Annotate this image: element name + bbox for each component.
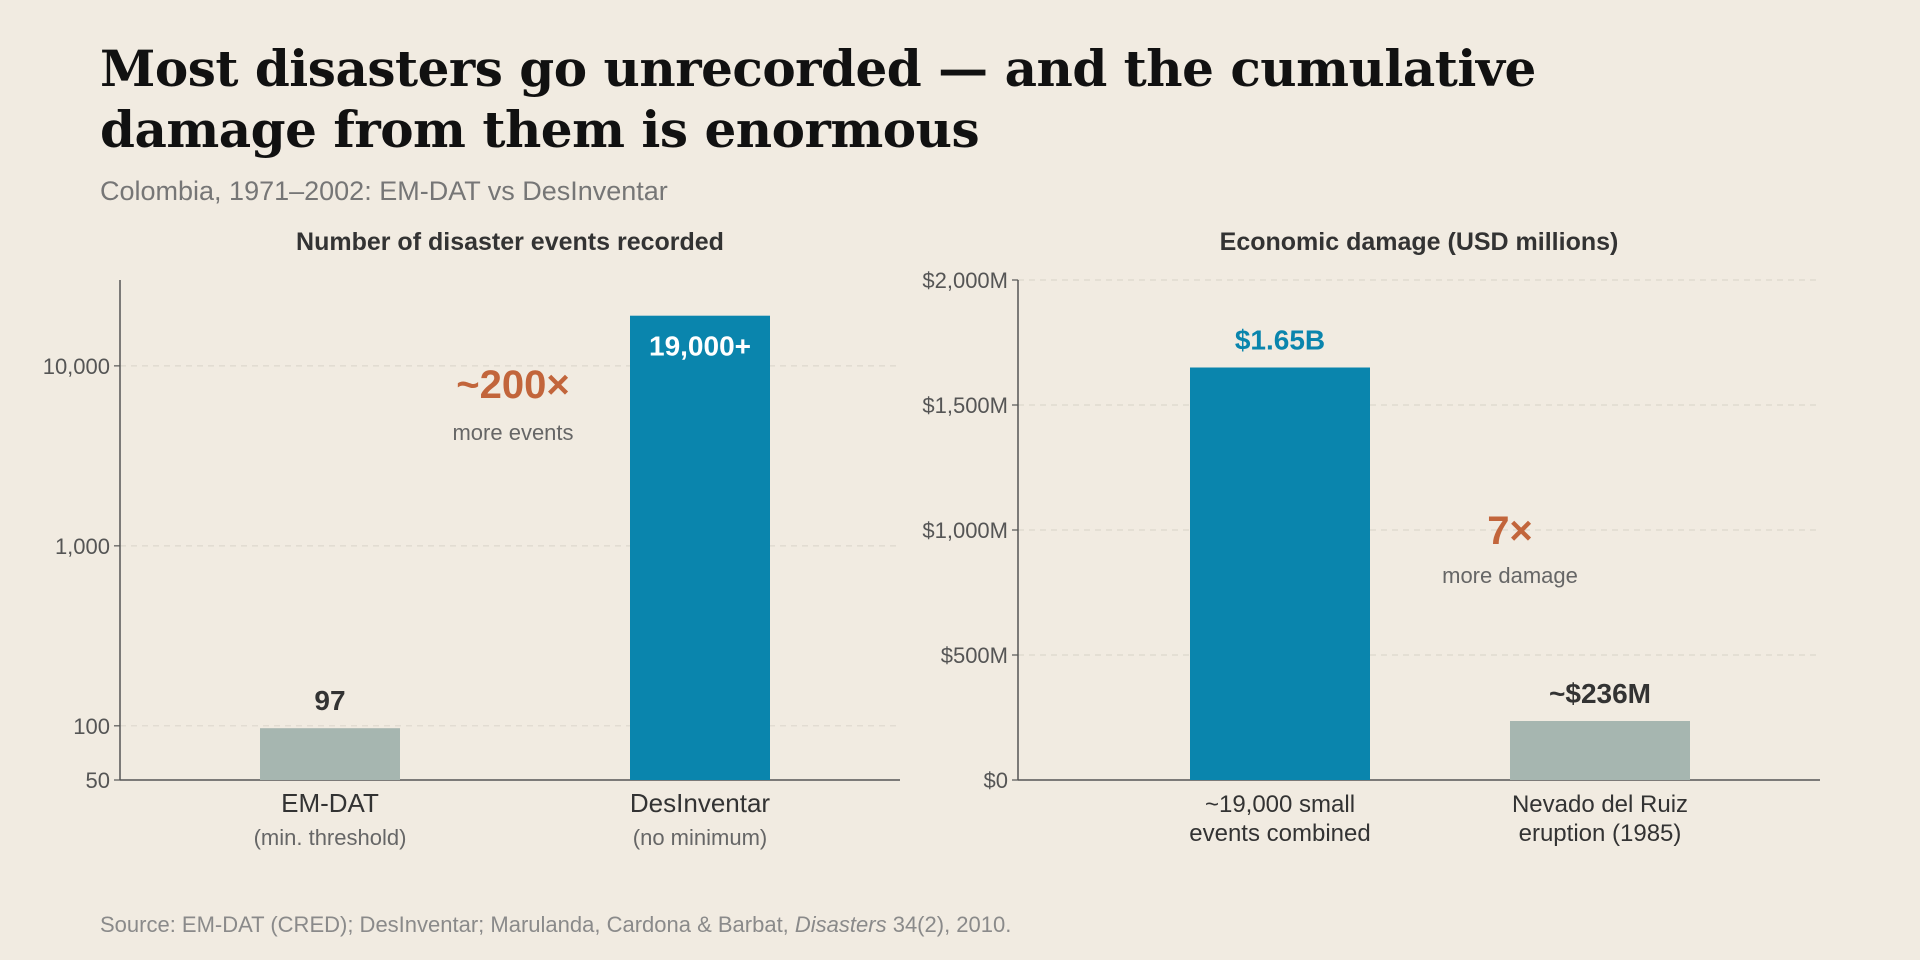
bar-value-label: ~$236M xyxy=(1549,678,1651,709)
damage-gridlines xyxy=(1018,279,1820,656)
y-tick-label: $2,000M xyxy=(922,268,1008,293)
bar-value-label: $1.65B xyxy=(1235,325,1325,356)
damage-y-ticks: $0 $500M $1,000M $1,500M $2,000M xyxy=(922,268,1018,793)
damage-category-label-line1: ~19,000 small xyxy=(1205,791,1355,818)
events-chart: Number of disaster events recorded 50 100… xyxy=(43,228,900,850)
bar-value-label: 19,000+ xyxy=(649,331,751,362)
page-title: Most disasters go unrecorded — and the c… xyxy=(100,38,1700,160)
events-category-label: DesInventar xyxy=(630,788,771,818)
page-subtitle: Colombia, 1971–2002: EM-DAT vs DesInvent… xyxy=(100,176,668,206)
source-suffix: 34(2), 2010. xyxy=(886,912,1012,937)
events-category-sublabel: (min. threshold) xyxy=(254,825,407,850)
events-bars: 97 19,000+ xyxy=(260,315,770,780)
damage-category-label-line1: Nevado del Ruiz xyxy=(1512,791,1688,818)
events-category-label: EM-DAT xyxy=(281,788,379,818)
bar xyxy=(1510,721,1690,780)
y-tick-label: 100 xyxy=(73,714,110,739)
y-tick-label: 10,000 xyxy=(43,354,110,379)
bar xyxy=(630,315,770,780)
source-prefix: Source: EM-DAT (CRED); DesInventar; Maru… xyxy=(100,912,795,937)
y-tick-label: 50 xyxy=(86,768,110,793)
events-multiplier-subtext: more events xyxy=(452,420,573,445)
damage-multiplier-subtext: more damage xyxy=(1442,563,1578,588)
damage-chart-title: Economic damage (USD millions) xyxy=(1220,228,1619,256)
events-category-sublabel: (no minimum) xyxy=(633,825,767,850)
y-tick-label: 1,000 xyxy=(55,534,110,559)
damage-bars: $1.65B ~$236M xyxy=(1190,325,1690,780)
bar xyxy=(260,728,400,780)
bar-value-label: 97 xyxy=(314,685,345,716)
events-multiplier-annotation: ~200× xyxy=(456,363,569,407)
damage-chart: Economic damage (USD millions) $0 $500M $1… xyxy=(922,228,1820,847)
damage-multiplier-annotation: 7× xyxy=(1487,509,1533,553)
bar xyxy=(1190,367,1370,780)
damage-category-label-line2: eruption (1985) xyxy=(1519,820,1682,847)
source-journal: Disasters xyxy=(794,912,887,937)
events-chart-title: Number of disaster events recorded xyxy=(296,228,724,256)
y-tick-label: $0 xyxy=(984,768,1008,793)
damage-category-label-line2: events combined xyxy=(1189,820,1370,847)
title-line-2: damage from them is enormous xyxy=(100,100,980,159)
y-tick-label: $1,500M xyxy=(922,393,1008,418)
y-tick-label: $500M xyxy=(941,643,1008,668)
title-line-1: Most disasters go unrecorded — and the c… xyxy=(100,39,1536,98)
source-note: Source: EM-DAT (CRED); DesInventar; Maru… xyxy=(100,912,1011,938)
events-y-ticks: 50 100 1,000 10,000 xyxy=(43,354,120,793)
y-tick-label: $1,000M xyxy=(922,518,1008,543)
